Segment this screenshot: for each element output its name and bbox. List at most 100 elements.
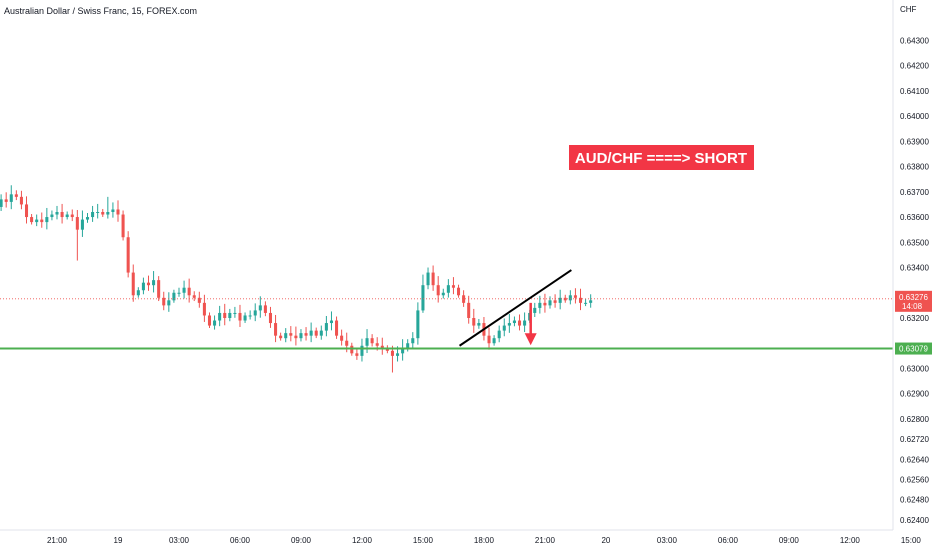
candle-body: [502, 325, 506, 331]
y-tick-label: 0.63000: [900, 364, 929, 373]
candle-body: [319, 330, 323, 336]
candle-body: [329, 320, 333, 324]
candle-body: [35, 219, 39, 223]
candle-body: [182, 287, 186, 293]
price-axis[interactable]: 0.64300 0.64200 0.64100 0.64000 0.63900 0.638…: [900, 36, 929, 525]
candle-body: [462, 295, 466, 303]
support-price-tag: [895, 342, 932, 355]
candle-body: [299, 333, 303, 339]
y-tick-label: 0.62640: [900, 455, 929, 464]
y-tick-label: 0.63600: [900, 213, 929, 222]
candle-body: [365, 338, 369, 346]
x-tick-label: 03:00: [657, 536, 678, 545]
candle-body: [517, 320, 522, 326]
candle-body: [350, 345, 354, 354]
candle-body: [45, 217, 49, 223]
candle-body: [472, 318, 476, 326]
candle-body: [131, 272, 135, 296]
candle-body: [436, 285, 440, 296]
candle-body: [14, 194, 18, 197]
candle-body: [548, 300, 552, 306]
candle-body: [177, 292, 181, 294]
y-tick-label: 0.64100: [900, 87, 929, 96]
y-tick-label: 0.64200: [900, 62, 929, 71]
candle-body: [401, 348, 405, 354]
x-tick-label: 06:00: [230, 536, 251, 545]
candle-body: [85, 217, 90, 220]
candle-body: [370, 338, 374, 344]
candle-body: [50, 214, 54, 218]
candle-body: [233, 312, 237, 314]
candle-body: [172, 292, 176, 301]
candle-body: [533, 307, 537, 313]
candle-body: [492, 338, 496, 344]
candle-body: [304, 333, 308, 336]
x-tick-label: 19: [114, 536, 123, 545]
candle-body: [218, 312, 222, 321]
candle-body: [167, 300, 171, 306]
y-tick-label: 0.62900: [900, 390, 929, 399]
current-price-value: 0.63276: [899, 293, 928, 302]
candle-body: [213, 320, 217, 326]
candle-body: [116, 209, 120, 215]
annotation-text: AUD/CHF ====> SHORT: [575, 150, 747, 167]
annotation-background: [569, 145, 754, 170]
candle-body: [24, 204, 29, 218]
down-arrow-head: [524, 333, 537, 346]
y-tick-label: 0.63500: [900, 238, 929, 247]
candle-body: [162, 297, 166, 306]
candle-body: [30, 217, 34, 223]
candle-body: [207, 315, 212, 326]
candle-countdown: 14:08: [902, 302, 923, 311]
candle-body: [0, 199, 3, 207]
candle-body: [375, 343, 379, 346]
candle-body: [141, 282, 145, 291]
x-tick-label: 12:00: [840, 536, 861, 545]
candle-body: [258, 305, 262, 311]
candle-body: [538, 302, 542, 308]
candle-body: [573, 295, 577, 298]
candle-body: [543, 302, 547, 306]
candle-body: [228, 312, 232, 318]
candle-body: [523, 320, 527, 326]
y-tick-label: 0.62400: [900, 516, 929, 525]
candle-body: [146, 282, 151, 286]
candle-body: [477, 323, 481, 326]
y-tick-label: 0.63800: [900, 163, 929, 172]
candle-body: [411, 338, 415, 344]
candle-body: [451, 285, 455, 288]
x-tick-label: 20: [601, 536, 610, 545]
candle-body: [223, 312, 227, 318]
candle-body: [19, 196, 23, 205]
candle-body: [96, 212, 100, 213]
candle-body: [446, 285, 450, 293]
x-tick-label: 15:00: [413, 536, 434, 545]
candle-body: [385, 348, 389, 351]
candle-body: [558, 297, 562, 303]
candle-body: [294, 335, 298, 339]
candle-body: [589, 300, 593, 303]
y-tick-label: 0.63700: [900, 188, 929, 197]
y-tick-label: 0.63400: [900, 264, 929, 273]
candle-body: [497, 330, 501, 339]
y-tick-label: 0.62800: [900, 415, 929, 424]
candle-body: [406, 343, 410, 349]
candle-body: [512, 320, 516, 324]
candle-body: [289, 333, 293, 336]
x-tick-label: 21:00: [47, 536, 68, 545]
time-axis[interactable]: :0021:001903:0006:0009:0012:0015:0018:00…: [0, 536, 921, 545]
candle-body: [426, 272, 430, 286]
trendline[interactable]: [458, 269, 572, 347]
candle-body: [152, 280, 156, 286]
candle-body: [101, 212, 105, 215]
candle-body: [578, 297, 583, 303]
candle-body: [253, 310, 257, 316]
x-tick-label: 12:00: [352, 536, 373, 545]
candle-body: [416, 310, 420, 339]
y-tick-label: 0.62560: [900, 476, 929, 485]
candle-body: [568, 295, 572, 301]
currency-label: CHF: [900, 5, 917, 14]
candle-body: [396, 353, 400, 356]
candle-body: [380, 345, 384, 349]
